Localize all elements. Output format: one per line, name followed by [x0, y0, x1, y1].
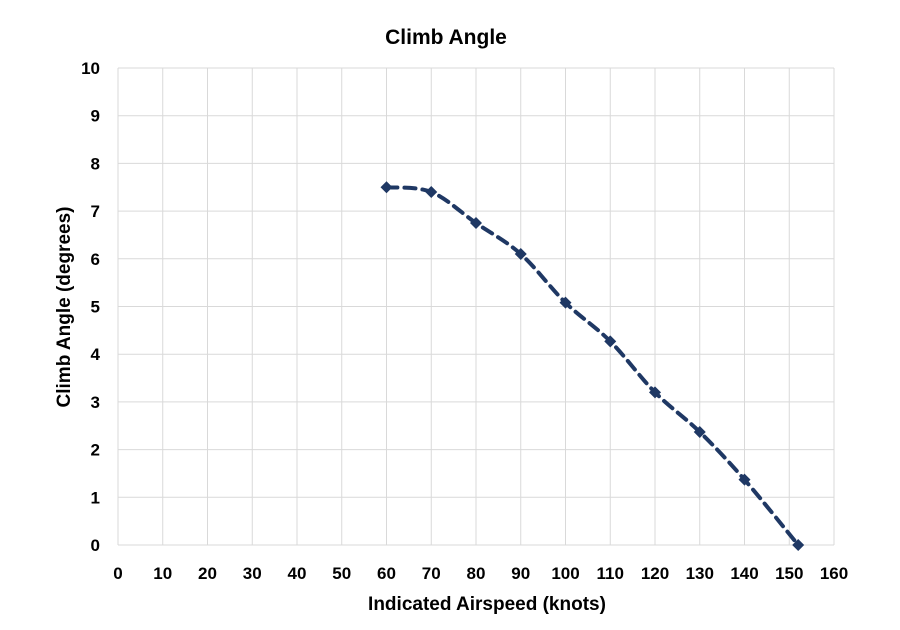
data-point	[380, 181, 393, 194]
x-axis-tick-labels: 0 10 20 30 40 50 60 70 80 90 100 110 120 130 140 150 160	[113, 564, 848, 583]
x-tick-label: 50	[332, 564, 351, 583]
y-tick-label: 6	[91, 250, 100, 269]
x-axis-title: Indicated Airspeed (knots)	[368, 594, 606, 615]
y-axis-title: Climb Angle (degrees)	[54, 207, 75, 408]
data-point	[559, 296, 572, 309]
grid	[117, 67, 835, 546]
y-tick-label: 3	[91, 393, 100, 412]
data-points	[380, 181, 805, 551]
y-tick-label: 7	[91, 202, 100, 221]
data-point	[649, 386, 661, 399]
y-tick-label: 0	[91, 536, 100, 555]
x-tick-label: 30	[243, 564, 262, 583]
x-tick-label: 140	[730, 564, 758, 583]
data-point	[792, 539, 805, 551]
y-tick-label: 5	[91, 298, 100, 317]
x-tick-label: 90	[511, 564, 530, 583]
data-point	[604, 335, 617, 348]
x-tick-label: 60	[377, 564, 396, 583]
x-tick-label: 70	[422, 564, 441, 583]
series-line	[384, 185, 801, 547]
data-point	[514, 248, 527, 261]
x-tick-label: 20	[198, 564, 217, 583]
x-tick-label: 160	[820, 564, 848, 583]
data-point	[693, 425, 706, 438]
y-axis-tick-labels: 0 1 2 3 4 5 6 7 8 9 10	[81, 59, 100, 555]
data-point	[470, 217, 482, 230]
x-tick-label: 80	[467, 564, 486, 583]
chart-title: Climb Angle	[385, 26, 507, 49]
y-tick-label: 9	[91, 107, 100, 126]
x-tick-label: 100	[551, 564, 579, 583]
data-point	[738, 473, 751, 486]
x-tick-label: 10	[153, 564, 172, 583]
x-tick-label: 130	[686, 564, 714, 583]
x-tick-label: 0	[113, 564, 122, 583]
y-tick-label: 8	[91, 154, 100, 173]
data-point	[425, 186, 438, 199]
y-tick-label: 4	[91, 345, 101, 364]
series-lines	[384, 185, 801, 547]
y-tick-label: 2	[91, 441, 100, 460]
x-tick-label: 40	[288, 564, 307, 583]
x-tick-label: 120	[641, 564, 669, 583]
y-tick-label: 1	[91, 488, 100, 507]
x-tick-label: 110	[597, 564, 624, 583]
x-tick-label: 150	[775, 564, 803, 583]
y-tick-label: 10	[81, 59, 100, 78]
